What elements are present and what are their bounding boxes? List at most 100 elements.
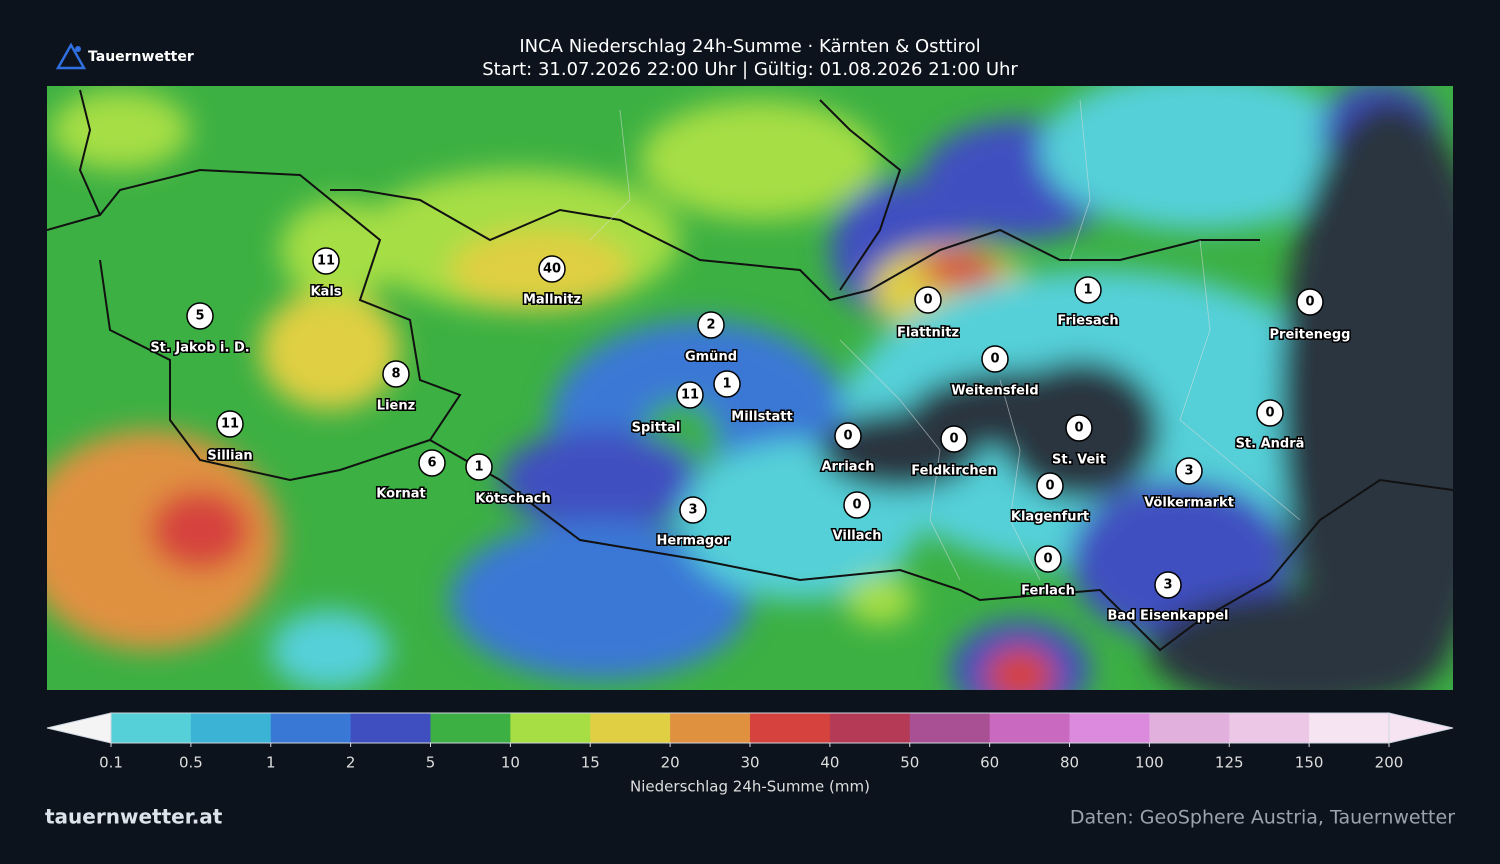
colorbar-tick-label: 20 (661, 754, 680, 772)
colorbar-tick-label: 0.5 (179, 754, 203, 772)
colorbar-segment (989, 713, 1070, 743)
station-name: St. Andrä (1236, 437, 1305, 452)
colorbar-segment (1069, 713, 1150, 743)
colorbar-tick-label: 1 (266, 754, 276, 772)
station-name: Sillian (207, 449, 252, 464)
station-name: Weitensfeld (951, 384, 1038, 399)
footer-source: Daten: GeoSphere Austria, Tauernwetter (1070, 807, 1455, 829)
station-value: 0 (1305, 295, 1314, 310)
station-marker (1034, 545, 1062, 573)
colorbar-tick-label: 15 (581, 754, 600, 772)
station-value: 0 (990, 352, 999, 367)
station-value: 11 (681, 388, 699, 403)
station-value: 3 (688, 503, 697, 518)
station-marker (418, 449, 446, 477)
station-name: Kötschach (475, 492, 550, 507)
colorbar: 0.1 0.5 1 2 5 10 15 20 30 40 50 60 80 100 125 150 200 (46, 712, 1454, 772)
station-value: 0 (1074, 421, 1083, 436)
colorbar-tick-label: 150 (1295, 754, 1324, 772)
station-value: 6 (427, 456, 436, 471)
station-value: 1 (1083, 283, 1092, 298)
station-name: St. Veit (1052, 453, 1106, 468)
station-name: Ferlach (1021, 584, 1075, 599)
station-value: 0 (852, 498, 861, 513)
station-name: Kornat (376, 487, 425, 502)
station-marker (1175, 457, 1203, 485)
station-value: 2 (706, 318, 715, 333)
station-name: Preitenegg (1270, 328, 1351, 343)
station-value: 0 (949, 432, 958, 447)
station-name: Friesach (1057, 314, 1118, 329)
station-value: 0 (1265, 406, 1274, 421)
station-name: Villach (833, 529, 882, 544)
colorbar-tick-label: 0.1 (99, 754, 123, 772)
colorbar-tick-label: 60 (980, 754, 999, 772)
colorbar-segment (829, 713, 911, 743)
station-marker (1296, 288, 1324, 316)
station-marker (382, 360, 410, 388)
station-name: Spittal (632, 421, 681, 436)
colorbar-segment (111, 713, 192, 743)
station-name: Gmünd (685, 350, 737, 365)
colorbar-segment (190, 713, 272, 743)
colorbar-tick-label: 50 (900, 754, 919, 772)
station-name: Lienz (377, 399, 415, 414)
station-name: St. Jakob i. D. (150, 341, 249, 356)
station-value: 1 (722, 377, 731, 392)
station-marker (914, 286, 942, 314)
station-name: Mallnitz (523, 293, 581, 308)
colorbar-label: Niederschlag 24h-Summe (mm) (630, 778, 870, 796)
station-name: Millstatt (731, 410, 792, 425)
footer-site: tauernwetter.at (45, 805, 223, 829)
station-name: Kals (310, 285, 341, 300)
colorbar-segment (1309, 713, 1390, 743)
station-value: 0 (843, 429, 852, 444)
station-marker (697, 311, 725, 339)
station-marker (1065, 414, 1093, 442)
colorbar-segment (670, 713, 751, 743)
station-marker (465, 453, 493, 481)
logo: Tauernwetter (55, 42, 194, 70)
colorbar-segment (1229, 713, 1310, 743)
colorbar-segment (510, 713, 591, 743)
station-value: 0 (1045, 479, 1054, 494)
station-value: 1 (474, 460, 483, 475)
colorbar-segment (430, 713, 511, 743)
station-name: Bad Eisenkappel (1108, 609, 1229, 624)
station-name: Flattnitz (897, 326, 959, 341)
station-marker (1074, 276, 1102, 304)
station-name: Hermagor (656, 534, 730, 549)
station-name: Arriach (821, 460, 874, 475)
station-value: 0 (1043, 552, 1052, 567)
colorbar-tick-label: 200 (1375, 754, 1404, 772)
colorbar-tick-label: 2 (346, 754, 356, 772)
colorbar-segment (350, 713, 431, 743)
colorbar-segment (750, 713, 831, 743)
station-value: 3 (1163, 578, 1172, 593)
station-marker (1036, 472, 1064, 500)
station-marker (676, 381, 704, 409)
station-marker (538, 255, 566, 283)
station-name: Klagenfurt (1011, 510, 1089, 525)
station-marker (834, 422, 862, 450)
colorbar-segment (270, 713, 352, 743)
colorbar-tick-label: 40 (820, 754, 839, 772)
station-value: 11 (317, 254, 335, 269)
colorbar-tick-label: 10 (501, 754, 520, 772)
station-marker (1154, 571, 1182, 599)
colorbar-segment (1149, 713, 1230, 743)
stations: 5St. Jakob i. D.11Kals40Mallnitz11Sillia… (149, 247, 1352, 625)
station-marker (981, 345, 1009, 373)
map (47, 86, 1453, 690)
station-name: Feldkirchen (911, 464, 996, 479)
station-marker (1256, 399, 1284, 427)
colorbar-tick-label: 100 (1135, 754, 1164, 772)
title: INCA Niederschlag 24h-Summe · Kärnten & … (519, 36, 980, 57)
subtitle: Start: 31.07.2026 22:00 Uhr | Gültig: 01… (482, 59, 1018, 80)
station-marker (713, 370, 741, 398)
colorbar-segment (909, 713, 991, 743)
logo-text: Tauernwetter (88, 49, 194, 65)
station-marker (216, 410, 244, 438)
